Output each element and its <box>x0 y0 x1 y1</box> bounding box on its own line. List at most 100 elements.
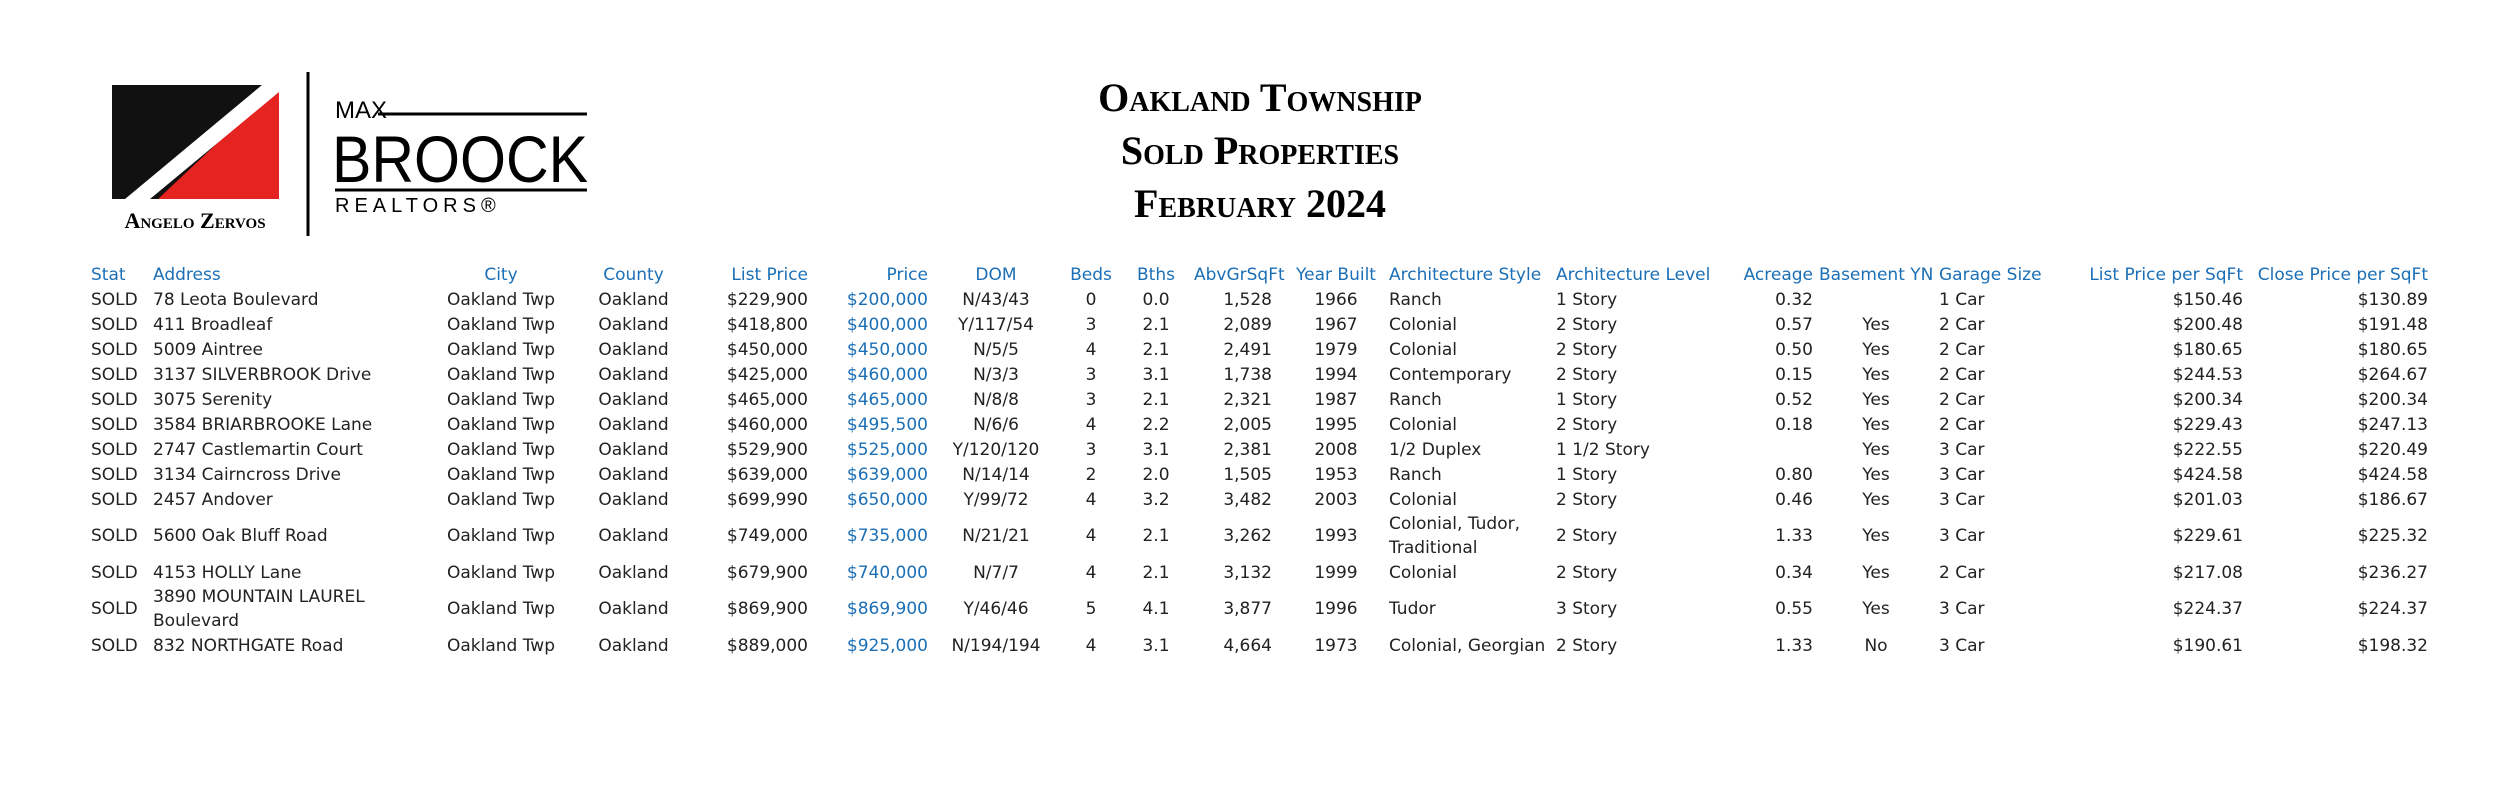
column-header: Basement YN <box>1819 264 1934 285</box>
logo-brand: BROOCK <box>332 122 588 196</box>
table-row: SOLD 3890 MOUNTAIN LAUREL Boulevard Oaklan… <box>88 585 2431 633</box>
table-cell: 3584 BRIARBROOKE Lane <box>153 414 373 435</box>
table-cell: $180.65 <box>2172 339 2243 360</box>
table-cell: 4 <box>1085 339 1097 360</box>
table-cell: 1999 <box>1314 562 1358 583</box>
table-cell: 3 Story <box>1556 599 1618 619</box>
table-cell: Ranch <box>1389 289 1442 310</box>
logo-max: MAX <box>335 97 387 124</box>
table-cell: Ranch <box>1389 464 1442 485</box>
column-header: Architecture Style <box>1389 264 1542 285</box>
table-cell: N/21/21 <box>962 526 1030 546</box>
table-cell: Colonial <box>1389 414 1458 435</box>
table-cell: $264.67 <box>2357 364 2428 385</box>
table-cell: 0.52 <box>1775 389 1813 410</box>
table-cell: Oakland Twp <box>446 289 556 310</box>
table-cell: $869,900 <box>726 599 808 619</box>
table-cell: 3.1 <box>1142 635 1170 656</box>
table-cell: $465,000 <box>726 389 808 410</box>
table-cell: Yes <box>1862 414 1890 435</box>
column-header: Beds <box>1070 264 1112 285</box>
table-cell: Oakland Twp <box>446 439 556 460</box>
table-cell: SOLD <box>91 635 138 656</box>
table-cell: $229,900 <box>726 289 808 310</box>
table-cell: 2 Story <box>1556 339 1618 360</box>
table-cell: SOLD <box>91 339 138 360</box>
table-cell: 1 Story <box>1556 389 1618 410</box>
table-cell: Yes <box>1862 526 1890 546</box>
table-cell: $529,900 <box>726 439 808 460</box>
column-header: Bths <box>1137 264 1175 285</box>
table-cell: Oakland <box>598 489 669 510</box>
table-cell: Oakland <box>598 526 669 546</box>
table-cell: $460,000 <box>846 364 928 385</box>
table-cell: $198.32 <box>2357 635 2428 656</box>
table-cell: $639,000 <box>846 464 928 485</box>
table-cell: 2 <box>1085 464 1097 485</box>
table-cell: $639,000 <box>726 464 808 485</box>
table-cell: 1,738 <box>1223 364 1272 385</box>
table-cell: 1967 <box>1314 314 1358 335</box>
table-cell: 4 <box>1085 635 1097 656</box>
table-cell: 3 <box>1085 364 1097 385</box>
table-cell: 4 <box>1085 414 1097 435</box>
table-row: SOLD 3137 SILVERBROOK Drive Oakland Twp Oak… <box>88 362 2431 387</box>
table-cell: Colonial <box>1389 314 1458 335</box>
table-cell: 1,505 <box>1223 464 1272 485</box>
table-cell: Yes <box>1862 489 1890 510</box>
table-cell: $465,000 <box>846 389 928 410</box>
table-cell: 3,262 <box>1223 526 1272 546</box>
table-cell: SOLD <box>91 526 138 546</box>
table-cell: 2 Car <box>1939 314 1985 335</box>
table-row: SOLD 2457 Andover Oakland Twp Oakland $699,9… <box>88 487 2431 512</box>
table-cell: 0.46 <box>1775 489 1813 510</box>
column-header: Architecture Level <box>1556 264 1711 285</box>
table-cell: 1993 <box>1314 526 1358 546</box>
table-cell: $186.67 <box>2357 489 2428 510</box>
table-cell: $400,000 <box>846 314 928 335</box>
table-cell: $200.34 <box>2172 389 2243 410</box>
table-cell: $740,000 <box>846 562 928 583</box>
table-cell: 4,664 <box>1223 635 1272 656</box>
table-cell: $925,000 <box>846 635 928 656</box>
table-cell: 2,321 <box>1223 389 1272 410</box>
table-cell: Oakland Twp <box>446 339 556 360</box>
table-cell: 1973 <box>1314 635 1358 656</box>
column-header: Year Built <box>1296 264 1376 285</box>
column-header: List Price <box>731 264 808 285</box>
table-cell: 0.15 <box>1775 364 1813 385</box>
table-cell: 2 Car <box>1939 339 1985 360</box>
title-line: February 2024 <box>1134 181 1386 226</box>
table-cell: 0.55 <box>1775 599 1813 619</box>
table-row: SOLD 3134 Cairncross Drive Oakland Twp Oakl… <box>88 462 2431 487</box>
table-cell: N/7/7 <box>973 562 1019 583</box>
table-cell: Yes <box>1862 339 1890 360</box>
table-cell: 0.57 <box>1775 314 1813 335</box>
column-header: City <box>484 264 518 285</box>
table-cell: 3890 MOUNTAIN LAUREL Boulevard <box>153 587 365 631</box>
table-cell: Oakland Twp <box>446 314 556 335</box>
table-cell: 0.50 <box>1775 339 1813 360</box>
column-header: Acreage <box>1743 264 1813 285</box>
table-cell: N/3/3 <box>973 364 1019 385</box>
table-cell: 3 Car <box>1939 526 1985 546</box>
table-cell: 1995 <box>1314 414 1358 435</box>
table-cell: 4 <box>1085 489 1097 510</box>
sales-table: Stat Address City County List Price Price DOM B… <box>88 262 2431 658</box>
table-cell: N/43/43 <box>962 289 1030 310</box>
table-cell: $201.03 <box>2172 489 2243 510</box>
table-cell: Oakland Twp <box>446 489 556 510</box>
table-cell: 1966 <box>1314 289 1358 310</box>
table-cell: N/5/5 <box>973 339 1019 360</box>
table-cell: Y/120/120 <box>952 439 1040 460</box>
table-cell: Oakland <box>598 599 669 619</box>
column-header: County <box>603 264 664 285</box>
table-cell: 0.0 <box>1142 289 1170 310</box>
column-header: Stat <box>91 264 126 285</box>
column-header: DOM <box>975 264 1017 285</box>
table-cell: 1 Car <box>1939 289 1985 310</box>
table-cell: 2 Story <box>1556 364 1618 385</box>
table-cell: Oakland Twp <box>446 414 556 435</box>
table-cell: 2 Car <box>1939 414 1985 435</box>
title-line: Sold Properties <box>1120 128 1400 173</box>
